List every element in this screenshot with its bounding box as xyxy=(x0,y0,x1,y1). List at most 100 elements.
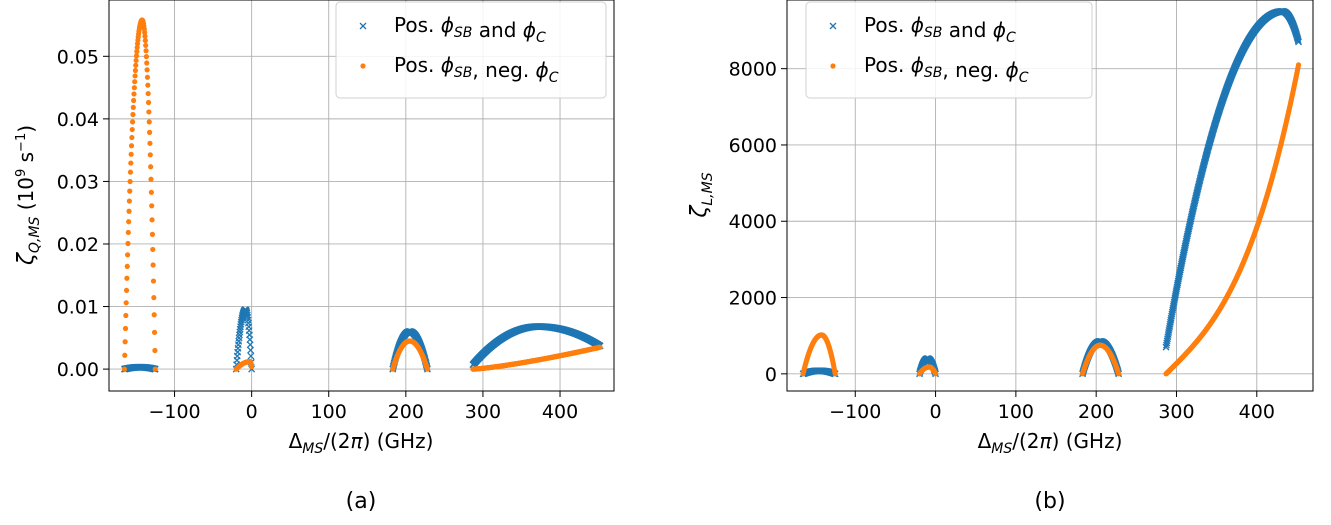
data-point-dot xyxy=(147,152,153,158)
x-tick-label: 0 xyxy=(930,401,942,423)
y-tick-label: 2000 xyxy=(729,288,777,310)
data-point-dot xyxy=(132,73,138,79)
data-point-dot xyxy=(129,119,136,125)
data-point-dot xyxy=(127,188,133,194)
data-point-dot xyxy=(145,90,151,97)
y-tick-label: 0.02 xyxy=(57,234,99,256)
legend-marker xyxy=(360,63,366,69)
data-point-dot xyxy=(148,189,154,195)
data-point-dot xyxy=(131,97,137,104)
y-tick-label: 0.05 xyxy=(57,46,99,68)
data-point-dot xyxy=(144,67,150,73)
data-point-x xyxy=(1294,37,1302,45)
legend-label: Pos. ϕSB, neg. ϕC xyxy=(394,53,559,86)
legend-label: Pos. ϕSB and ϕC xyxy=(394,13,546,46)
series-pos-sb-neg-c xyxy=(800,62,1302,377)
legend-label: Pos. ϕSB and ϕC xyxy=(864,13,1016,46)
data-point-dot xyxy=(127,178,133,185)
panel-b: −100 0 100 200 300 40002000400060008000ΔMS/(2… xyxy=(687,0,1314,514)
x-tick-label: −100 xyxy=(829,401,881,423)
data-point-dot xyxy=(133,53,140,59)
data-point-dot xyxy=(932,371,939,377)
legend-marker xyxy=(830,63,836,69)
x-tick-label: 0 xyxy=(246,401,258,423)
data-point-dot xyxy=(142,29,148,36)
y-tick-label: 0.03 xyxy=(57,171,99,193)
y-tick-label: 0 xyxy=(765,364,777,386)
y-tick-label: 4000 xyxy=(729,211,777,233)
data-point-dot xyxy=(147,140,153,146)
data-point-dot xyxy=(123,312,129,319)
data-point-dot xyxy=(152,347,158,354)
data-point-dot xyxy=(150,278,157,284)
data-point-dot xyxy=(131,85,137,91)
data-point-dot xyxy=(128,143,135,149)
data-point-dot xyxy=(132,67,139,74)
y-tick-label: 8000 xyxy=(729,59,777,81)
data-point-dot xyxy=(128,160,134,166)
x-tick-label: 100 xyxy=(998,401,1034,423)
y-tick-label: 0.00 xyxy=(57,359,99,381)
data-point-dot xyxy=(131,91,137,97)
data-point-dot xyxy=(125,252,131,258)
data-point-dot xyxy=(150,246,156,253)
data-point-dot xyxy=(127,169,134,175)
data-point-dot xyxy=(142,33,148,39)
x-tick-label: 300 xyxy=(1158,401,1194,423)
data-point-dot xyxy=(129,126,135,133)
data-point-dot xyxy=(124,275,130,281)
data-point-dot xyxy=(1295,62,1302,68)
legend-box xyxy=(805,1,1093,99)
y-tick-label: 0.04 xyxy=(57,109,99,131)
data-point-dot xyxy=(133,57,139,64)
data-point-dot xyxy=(143,54,149,60)
legend-box xyxy=(335,1,607,99)
panel-a: −100 0 100 200 300 400 0.00 0.01 0.02 0.03 0.04 0.0… xyxy=(14,0,615,514)
data-point-dot xyxy=(126,219,132,225)
data-point-dot xyxy=(149,217,155,223)
plot-frame xyxy=(786,0,1314,392)
data-point-dot xyxy=(597,344,603,350)
data-point-dot xyxy=(129,134,135,141)
y-axis-title: ζL,MS xyxy=(687,172,716,218)
y-tick-label: 6000 xyxy=(729,135,777,157)
data-point-dot xyxy=(122,352,128,358)
y-tick-label: 0.01 xyxy=(57,297,99,319)
data-point-dot xyxy=(132,79,138,85)
series-pos-sb-neg-c xyxy=(121,17,603,372)
x-tick-label: 200 xyxy=(388,401,424,423)
data-point-dot xyxy=(144,74,151,80)
plot-frame xyxy=(108,0,615,392)
data-point-dot xyxy=(148,164,154,170)
data-point-dot xyxy=(146,119,152,125)
y-axis-title: ζQ,MS (109 s−1) xyxy=(14,125,43,266)
data-point-x xyxy=(247,352,255,360)
data-point-x xyxy=(246,341,254,349)
legend-marker xyxy=(829,22,837,30)
data-point-x xyxy=(247,346,255,354)
data-point-dot xyxy=(123,287,130,293)
legend-marker xyxy=(359,22,367,30)
data-point-dot xyxy=(122,325,129,332)
data-point-dot xyxy=(126,198,132,204)
data-point-dot xyxy=(152,366,158,372)
data-point-dot xyxy=(124,263,130,269)
data-point-dot xyxy=(130,104,136,110)
data-point-x xyxy=(1295,38,1303,46)
data-point-dot xyxy=(143,42,149,49)
x-tick-label: −100 xyxy=(148,401,200,423)
data-point-dot xyxy=(1116,371,1122,377)
legend: Pos. ϕSB and ϕC Pos. ϕSB, neg. ϕC xyxy=(805,1,1093,99)
data-point-dot xyxy=(134,44,140,51)
data-point-dot xyxy=(151,312,157,318)
legend-label: Pos. ϕSB, neg. ϕC xyxy=(864,53,1029,86)
data-point-dot xyxy=(424,366,431,372)
data-point-dot xyxy=(143,48,149,54)
data-point-dot xyxy=(134,48,140,55)
x-axis-title: ΔMS/(2π) (GHz) xyxy=(978,429,1123,457)
data-point-dot xyxy=(145,82,151,88)
data-point-dot xyxy=(151,295,157,301)
data-point-dot xyxy=(125,240,131,247)
data-point-dot xyxy=(150,262,156,268)
